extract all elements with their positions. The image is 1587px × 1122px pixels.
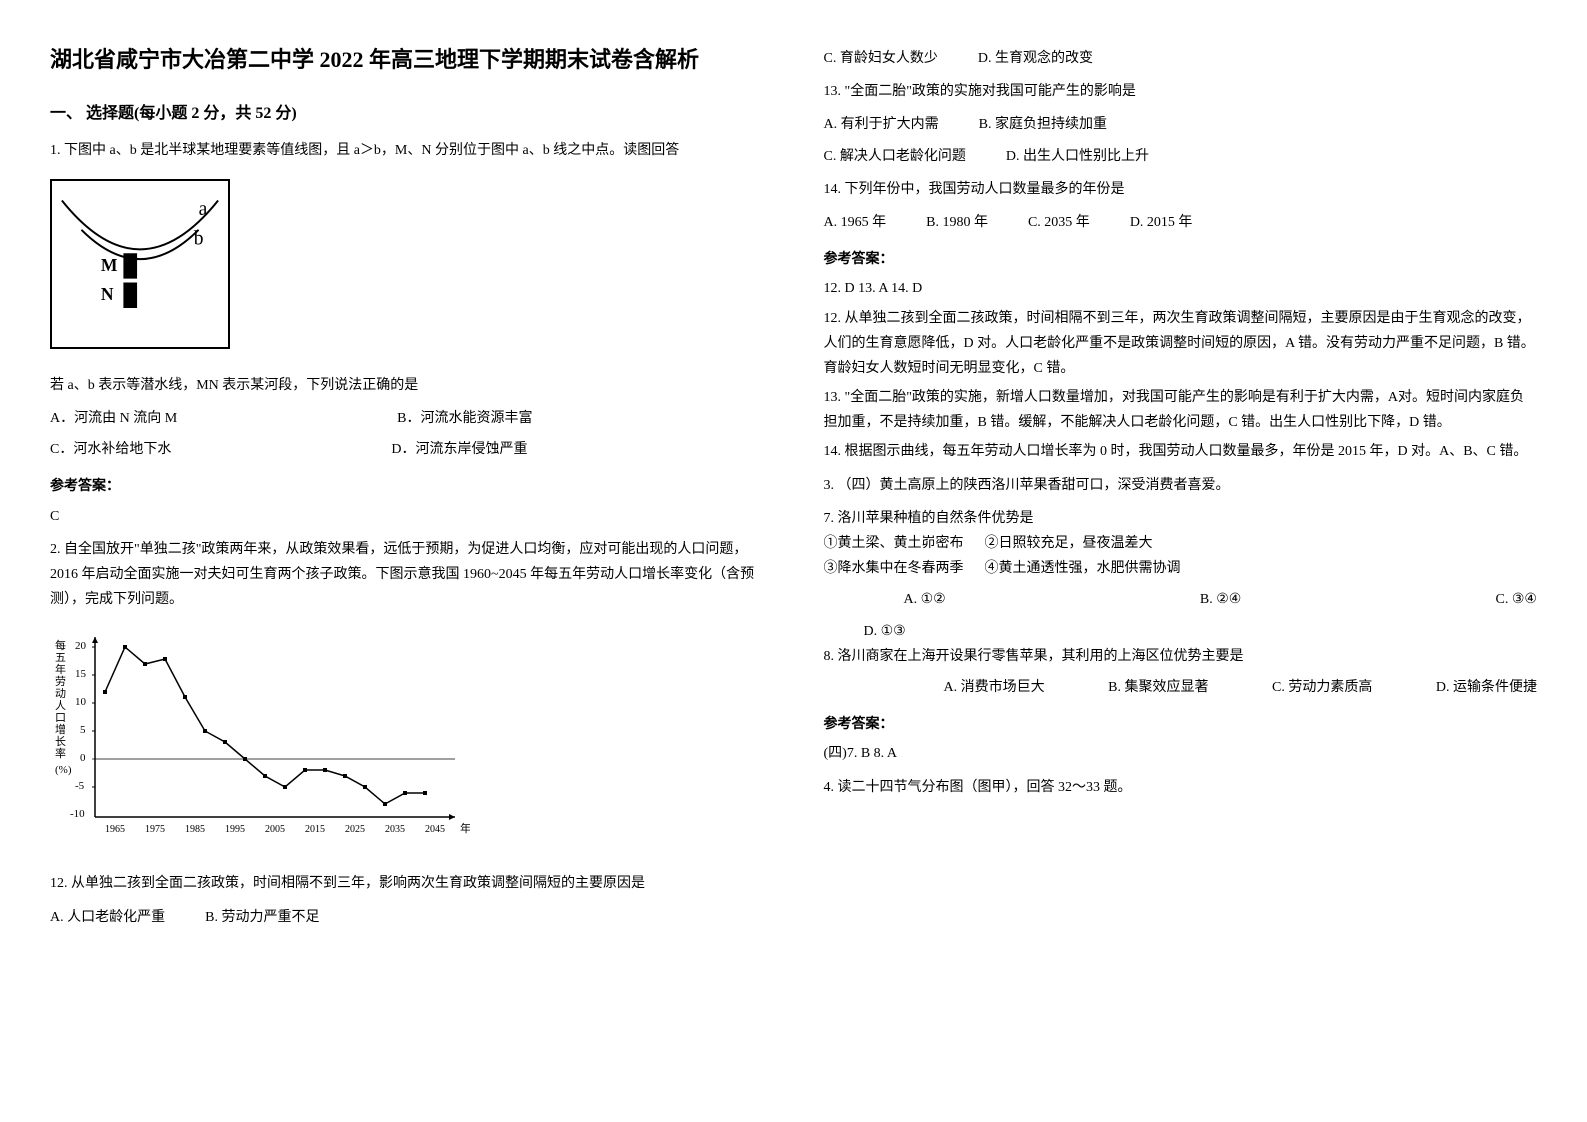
q3-opt3: ③降水集中在冬春两季 — [824, 561, 964, 576]
q3-A: A. ①② — [904, 587, 946, 612]
svg-text:-10: -10 — [70, 808, 85, 820]
svg-text:五: 五 — [55, 652, 66, 664]
q3-C: C. ③④ — [1496, 587, 1537, 612]
q12-stem: 12. 从单独二孩到全面二孩政策，时间相隔不到三年，影响两次生育政策调整间隔短的… — [50, 871, 764, 896]
q2-stem: 2. 自全国放开"单独二孩"政策两年来，从政策效果看，远低于预期，为促进人口均衡… — [50, 537, 764, 613]
svg-text:劳: 劳 — [55, 675, 66, 688]
svg-text:15: 15 — [75, 668, 87, 680]
q1-B: B．河流水能资源丰富 — [397, 406, 532, 431]
q14-C: C. 2035 年 — [1028, 210, 1090, 235]
svg-text:人: 人 — [55, 699, 66, 712]
q3-opt1: ①黄土梁、黄土峁密布 — [824, 536, 964, 551]
q4-stem: 4. 读二十四节气分布图（图甲），回答 32～33 题。 — [824, 775, 1538, 800]
figure-chart: 20 15 10 5 0 -5 -10 1965 1975 1985 1995 — [50, 627, 764, 856]
q3-opt2: ②日照较充足，昼夜温差大 — [985, 536, 1153, 551]
svg-text:(%): (%) — [55, 764, 72, 776]
svg-text:增: 增 — [55, 722, 66, 736]
fig1-N: N — [101, 284, 114, 304]
q1-ans: C — [50, 504, 764, 529]
q3-B: B. ②④ — [1200, 587, 1241, 612]
svg-text:年: 年 — [55, 662, 66, 676]
q1-C: C．河水补给地下水 — [50, 437, 171, 462]
fig1-a: a — [199, 199, 208, 220]
q13-A: A. 有利于扩大内需 — [824, 112, 939, 137]
exp-14: 14. 根据图示曲线，每五年劳动人口增长率为 0 时，我国劳动人口数量最多，年份… — [824, 439, 1538, 464]
q12-A: A. 人口老龄化严重 — [50, 905, 165, 930]
q3-q7: 7. 洛川苹果种植的自然条件优势是 — [824, 506, 1538, 531]
q12-D: D. 生育观念的改变 — [978, 46, 1093, 71]
figure-1: a b M N — [50, 179, 764, 358]
svg-text:0: 0 — [80, 752, 86, 764]
svg-text:每: 每 — [55, 638, 66, 652]
q12-B: B. 劳动力严重不足 — [205, 905, 319, 930]
q3-ans-header: 参考答案： — [824, 712, 1538, 737]
q3-D: D. ①③ — [864, 624, 906, 639]
ans-12-14-header: 参考答案： — [824, 247, 1538, 272]
svg-text:动: 动 — [55, 687, 66, 700]
q3-stem: 3. （四）黄土高原上的陕西洛川苹果香甜可口，深受消费者喜爱。 — [824, 473, 1538, 498]
q13-stem: 13. "全面二胎"政策的实施对我国可能产生的影响是 — [824, 79, 1538, 104]
q8-D: D. 运输条件便捷 — [1436, 675, 1537, 700]
ans-12-14-line: 12. D 13. A 14. D — [824, 276, 1538, 301]
svg-text:长: 长 — [55, 735, 66, 748]
q12-C: C. 育龄妇女人数少 — [824, 46, 938, 71]
q8-A: A. 消费市场巨大 — [944, 675, 1045, 700]
svg-text:10: 10 — [75, 696, 87, 708]
svg-text:1985: 1985 — [185, 824, 205, 835]
q3-q8: 8. 洛川商家在上海开设果行零售苹果，其利用的上海区位优势主要是 — [824, 644, 1538, 669]
exp-13: 13. "全面二胎"政策的实施，新增人口数量增加，对我国可能产生的影响是有利于扩… — [824, 385, 1538, 435]
svg-text:1975: 1975 — [145, 824, 165, 835]
exp-12: 12. 从单独二孩到全面二孩政策，时间相隔不到三年，两次生育政策调整间隔短，主要… — [824, 306, 1538, 382]
svg-text:2035: 2035 — [385, 824, 405, 835]
q13-D: D. 出生人口性别比上升 — [1006, 144, 1149, 169]
q1-D: D．河流东岸侵蚀严重 — [391, 437, 527, 462]
svg-text:-5: -5 — [75, 780, 85, 792]
fig1-b: b — [194, 228, 204, 249]
svg-text:年份: 年份 — [460, 821, 470, 835]
q1-A: A．河流由 N 流向 M — [50, 406, 177, 431]
page-title: 湖北省咸宁市大冶第二中学 2022 年高三地理下学期期末试卷含解析 — [50, 40, 764, 80]
svg-text:口: 口 — [55, 712, 66, 724]
svg-text:2015: 2015 — [305, 824, 325, 835]
q14-D: D. 2015 年 — [1130, 210, 1193, 235]
q14-stem: 14. 下列年份中，我国劳动人口数量最多的年份是 — [824, 177, 1538, 202]
q8-C: C. 劳动力素质高 — [1272, 675, 1372, 700]
q3-opt4: ④黄土通透性强，水肥供需协调 — [985, 561, 1181, 576]
q1-ans-header: 参考答案： — [50, 474, 764, 499]
svg-text:1965: 1965 — [105, 824, 125, 835]
svg-text:20: 20 — [75, 640, 87, 652]
svg-text:5: 5 — [80, 724, 86, 736]
q1-sub: 若 a、b 表示等潜水线，MN 表示某河段，下列说法正确的是 — [50, 373, 764, 398]
section-header: 一、 选择题(每小题 2 分，共 52 分) — [50, 100, 764, 129]
svg-text:2025: 2025 — [345, 824, 365, 835]
q13-C: C. 解决人口老龄化问题 — [824, 144, 966, 169]
q13-B: B. 家庭负担持续加重 — [979, 112, 1107, 137]
fig1-M: M — [101, 254, 118, 274]
svg-text:1995: 1995 — [225, 824, 245, 835]
q14-B: B. 1980 年 — [926, 210, 988, 235]
q14-A: A. 1965 年 — [824, 210, 887, 235]
q8-B: B. 集聚效应显著 — [1108, 675, 1208, 700]
svg-text:2005: 2005 — [265, 824, 285, 835]
q3-ans: (四)7. B 8. A — [824, 741, 1538, 766]
svg-text:2045: 2045 — [425, 824, 445, 835]
svg-text:率: 率 — [55, 746, 66, 760]
q1-stem: 1. 下图中 a、b 是北半球某地理要素等值线图，且 a＞b，M、N 分别位于图… — [50, 138, 764, 163]
